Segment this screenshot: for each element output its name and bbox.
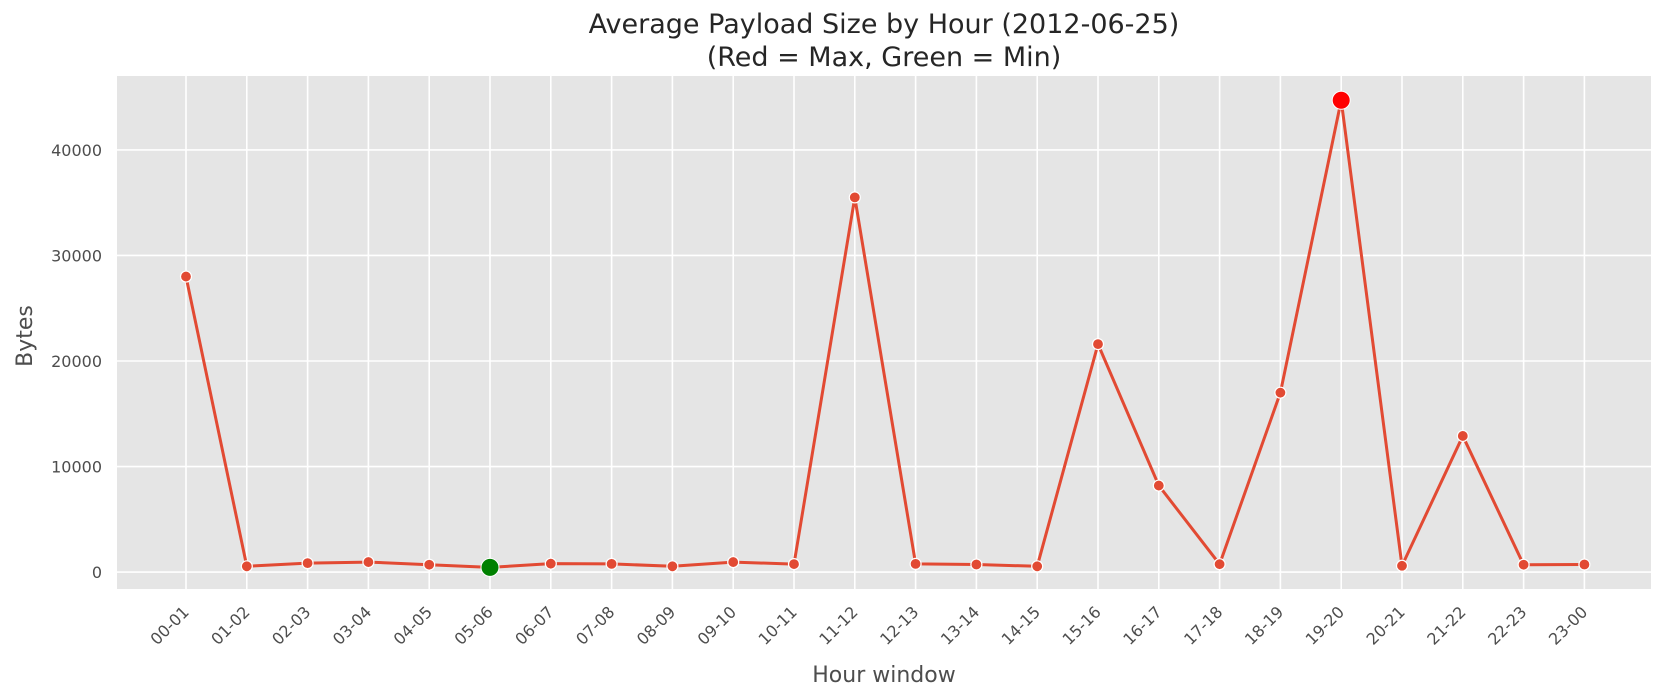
data-point — [970, 558, 983, 571]
data-point — [1152, 479, 1165, 492]
grid — [117, 76, 1651, 589]
x-tick-label: 06-07 — [511, 602, 557, 648]
x-tick-label: 22-23 — [1484, 602, 1530, 648]
series-line — [184, 98, 1585, 569]
data-point — [1395, 559, 1409, 572]
x-tick-label: 09-10 — [694, 602, 740, 648]
x-tick-label: 00-01 — [147, 602, 193, 648]
x-tick-label: 13-14 — [937, 602, 983, 648]
y-tick-label: 0 — [92, 563, 102, 582]
data-point — [666, 560, 679, 573]
data-point — [240, 560, 253, 573]
data-point — [1456, 429, 1469, 443]
data-point — [909, 557, 922, 570]
data-point — [605, 557, 618, 570]
plot-area — [117, 76, 1651, 589]
data-point — [1091, 338, 1105, 351]
data-point — [362, 555, 375, 569]
data-point — [1517, 558, 1530, 571]
data-point — [301, 557, 314, 570]
data-points — [179, 90, 1591, 577]
data-point — [1213, 558, 1226, 571]
data-point — [179, 270, 193, 283]
x-tick-label: 01-02 — [207, 602, 253, 648]
x-tick-label: 16-17 — [1119, 602, 1165, 648]
x-tick-label: 15-16 — [1059, 602, 1105, 648]
x-tick-label: 08-09 — [633, 602, 679, 648]
x-tick-label: 05-06 — [451, 602, 497, 648]
data-point — [848, 191, 861, 204]
x-tick-label: 04-05 — [390, 602, 436, 648]
y-tick-label: 10000 — [51, 458, 102, 477]
chart-subtitle: (Red = Max, Green = Min) — [707, 42, 1062, 73]
x-tick-label: 10-11 — [755, 602, 801, 648]
chart-title: Average Payload Size by Hour (2012-06-25… — [589, 9, 1180, 40]
data-point — [787, 557, 801, 571]
min-marker — [480, 557, 500, 577]
x-axis-label: Hour window — [812, 663, 955, 688]
x-tick-label: 14-15 — [998, 602, 1044, 648]
data-point — [544, 557, 557, 570]
x-axis-ticks: 00-01 01-02 02-03 03-04 04-05 05-06 06-07 07-08… — [147, 602, 1592, 648]
x-tick-label: 17-18 — [1180, 602, 1226, 648]
max-marker — [1331, 90, 1351, 110]
x-tick-label: 20-21 — [1363, 602, 1409, 648]
x-tick-label: 23-00 — [1545, 602, 1591, 648]
y-axis-ticks: 0 10000 20000 30000 40000 — [51, 141, 102, 582]
y-tick-label: 40000 — [51, 141, 102, 160]
y-tick-label: 30000 — [51, 246, 102, 265]
x-tick-label: 07-08 — [572, 602, 618, 648]
x-tick-label: 18-19 — [1241, 602, 1287, 648]
y-axis-label: Bytes — [13, 305, 38, 367]
x-tick-label: 02-03 — [268, 602, 314, 648]
x-tick-label: 03-04 — [329, 602, 375, 648]
x-tick-label: 11-12 — [815, 602, 861, 648]
y-tick-label: 20000 — [51, 352, 102, 371]
x-tick-label: 12-13 — [876, 602, 922, 648]
data-point — [727, 555, 740, 569]
data-point — [1274, 386, 1287, 399]
data-point — [1578, 558, 1591, 571]
data-point — [423, 558, 436, 571]
x-tick-label: 19-20 — [1302, 602, 1348, 648]
data-point — [1031, 560, 1044, 573]
x-tick-label: 21-22 — [1423, 602, 1469, 648]
